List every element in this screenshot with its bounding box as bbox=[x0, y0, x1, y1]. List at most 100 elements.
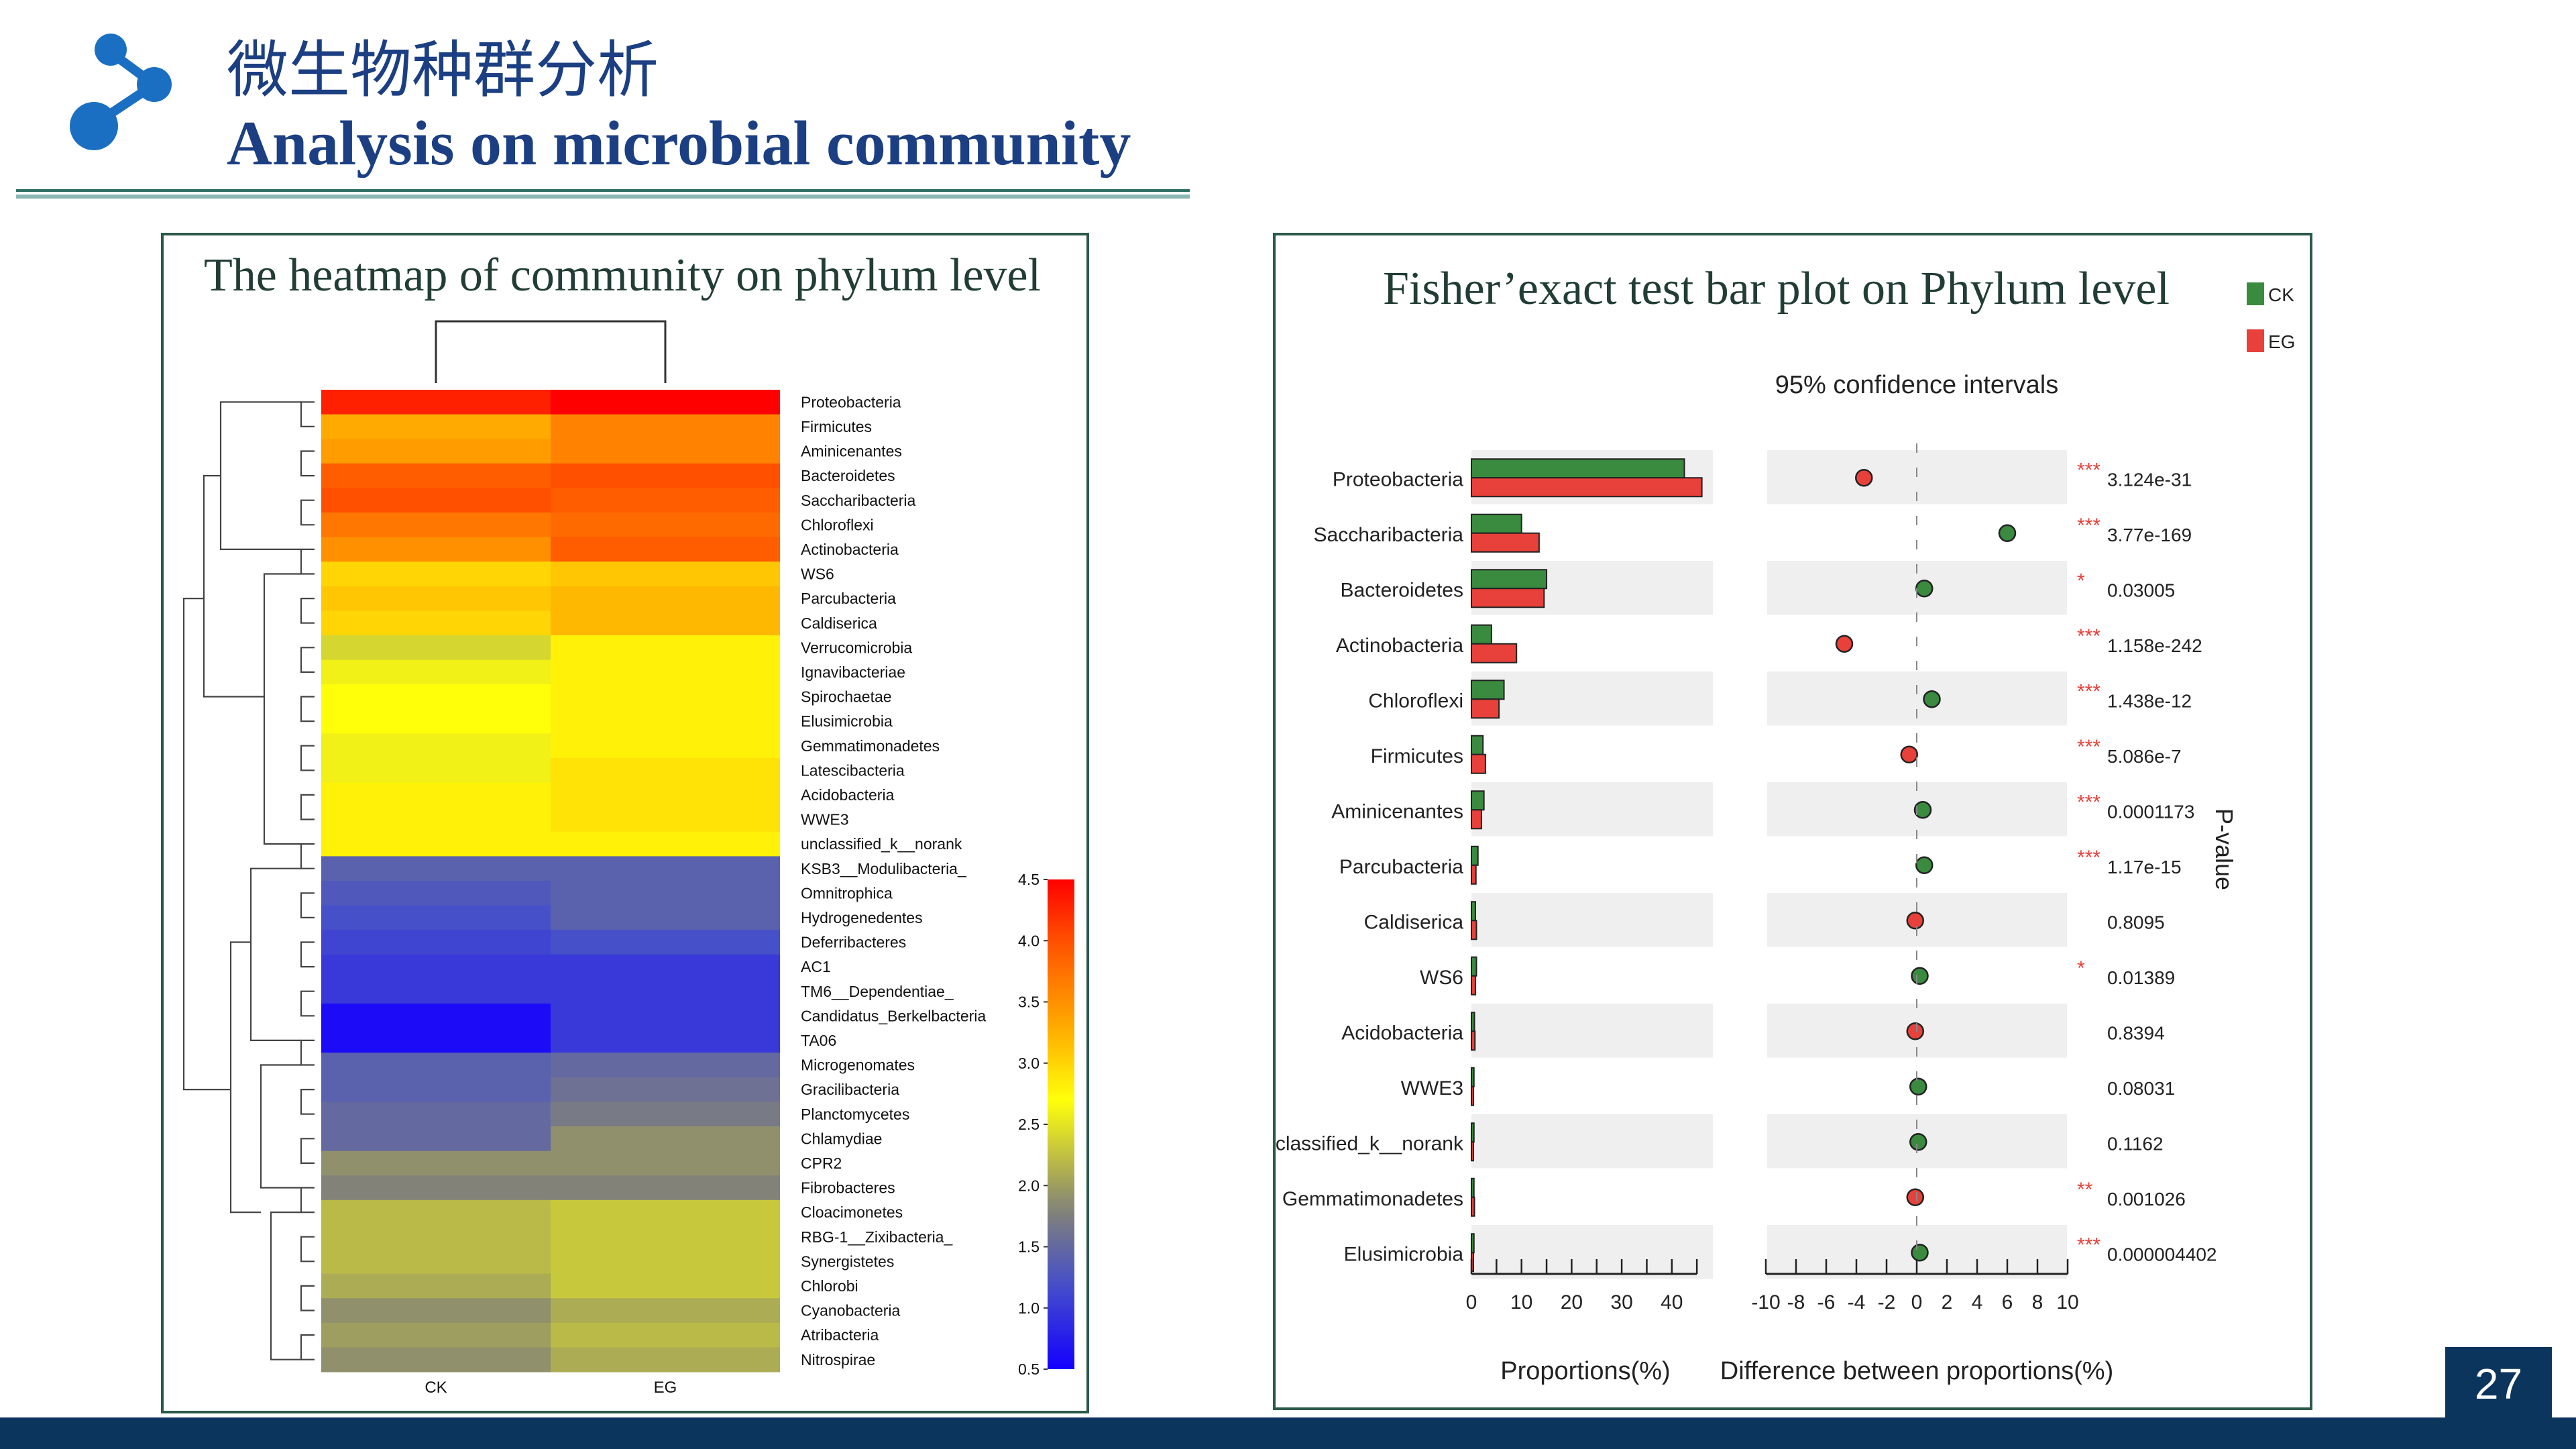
difference-point bbox=[1909, 1133, 1927, 1151]
heatmap-cell bbox=[551, 414, 780, 439]
heatmap-cell bbox=[321, 954, 551, 979]
significance-mark: *** bbox=[2077, 1234, 2101, 1256]
heatmap-row-label: Gracilibacteria bbox=[801, 1081, 899, 1098]
colorbar-tick-label: 2.5 bbox=[1018, 1116, 1040, 1133]
heatmap-cell bbox=[551, 561, 780, 587]
heatmap-cell bbox=[551, 758, 780, 784]
significance-mark: * bbox=[2077, 570, 2085, 592]
dendrogram-branch bbox=[300, 1138, 315, 1164]
bar-eg bbox=[1471, 1085, 1474, 1106]
heatmap-row-label: Synergistetes bbox=[801, 1252, 894, 1270]
heatmap-cell bbox=[551, 586, 780, 611]
dendrogram-branch bbox=[300, 450, 315, 477]
dendrogram-branch bbox=[300, 1089, 315, 1115]
bar-ck bbox=[1471, 1067, 1475, 1087]
bar-ck bbox=[1471, 458, 1685, 479]
share-nodes-icon bbox=[70, 34, 172, 150]
heatmap-cell bbox=[551, 1175, 780, 1201]
heatmap-cell bbox=[321, 610, 551, 636]
fisher-panel: Fisher’exact test bar plot on Phylum lev… bbox=[1273, 233, 2312, 1410]
heatmap-row-label: Nitrospirae bbox=[801, 1351, 875, 1368]
heatmap-cell bbox=[551, 881, 780, 906]
slide-title-english: Analysis on microbial community bbox=[227, 109, 1131, 178]
bar-ck bbox=[1471, 569, 1548, 590]
heatmap-cell bbox=[551, 1053, 780, 1078]
dendrogram-branch bbox=[300, 1334, 315, 1360]
dendrogram-branch bbox=[300, 499, 315, 526]
heatmap-cell bbox=[551, 1273, 780, 1299]
heatmap-row-label: KSB3__Modulibacteria_ bbox=[801, 860, 967, 877]
right-x-tick-label: -2 bbox=[1878, 1291, 1896, 1313]
category-label: unclassified_k__norank bbox=[1276, 1132, 1464, 1155]
p-value-label: 0.03005 bbox=[2107, 580, 2175, 600]
heatmap-row-label: CPR2 bbox=[801, 1155, 842, 1172]
category-label: Gemmatimonadetes bbox=[1282, 1188, 1463, 1210]
title-underline-shadow bbox=[16, 195, 1190, 199]
dendrogram-branch bbox=[229, 941, 261, 1214]
heatmap-cell bbox=[551, 1322, 780, 1348]
right-x-tick-label: 0 bbox=[1911, 1291, 1923, 1313]
heatmap-cell bbox=[321, 1199, 551, 1225]
bar-ck bbox=[1471, 1233, 1475, 1254]
bar-ck bbox=[1471, 680, 1505, 700]
colorbar-tick-label: 2.0 bbox=[1018, 1177, 1040, 1194]
difference-point bbox=[1906, 912, 1924, 930]
significance-mark: *** bbox=[2077, 791, 2101, 813]
heatmap-row-label: unclassified_k__norank bbox=[801, 835, 962, 853]
right-x-tick-label: -6 bbox=[1817, 1291, 1836, 1313]
heatmap-cell bbox=[321, 1273, 551, 1299]
heatmap-cell bbox=[551, 807, 780, 833]
heatmap-cell bbox=[321, 1224, 551, 1250]
heatmap-cell bbox=[321, 1322, 551, 1348]
legend-swatch bbox=[2247, 282, 2264, 305]
heatmap-cell bbox=[551, 1298, 780, 1324]
left-x-tick-label: 20 bbox=[1561, 1291, 1583, 1313]
heatmap-cell bbox=[551, 610, 780, 636]
bar-eg bbox=[1471, 643, 1518, 663]
heatmap-row-label: Gemmatimonadetes bbox=[801, 737, 940, 755]
bar-ck bbox=[1471, 956, 1477, 977]
column-dendrogram bbox=[435, 320, 667, 383]
right-x-tick-label: -10 bbox=[1751, 1291, 1780, 1313]
dendrogram-branch bbox=[270, 1212, 301, 1360]
dendrogram-branch bbox=[300, 892, 315, 918]
difference-point bbox=[1855, 469, 1873, 487]
heatmap-chart: Proteobacteria Firmicutes Aminicenantes Bac… bbox=[182, 320, 1074, 1397]
p-value-label: 3.124e-31 bbox=[2107, 469, 2192, 490]
heatmap-cell bbox=[551, 1199, 780, 1225]
dendrogram-branch bbox=[203, 475, 264, 698]
bar-ck bbox=[1471, 845, 1479, 866]
significance-mark: *** bbox=[2077, 515, 2101, 537]
category-label: WWE3 bbox=[1401, 1077, 1463, 1099]
difference-point bbox=[1923, 690, 1941, 708]
category-label: Elusimicrobia bbox=[1344, 1243, 1464, 1265]
heatmap-row-label: WS6 bbox=[801, 566, 834, 583]
heatmap-cell bbox=[321, 856, 551, 881]
heatmap-cell bbox=[551, 782, 780, 808]
significance-mark: ** bbox=[2077, 1179, 2093, 1201]
right-x-tick-label: -4 bbox=[1848, 1291, 1866, 1313]
p-value-label: 0.01389 bbox=[2107, 967, 2175, 988]
bar-ck bbox=[1471, 624, 1492, 645]
slide-title-chinese: 微生物种群分析 bbox=[227, 34, 659, 106]
heatmap-row-label: Acidobacteria bbox=[801, 786, 895, 804]
heatmap-row-label: Spirochaetae bbox=[801, 688, 892, 706]
heatmap-cell bbox=[551, 537, 780, 562]
p-value-label: 3.77e-169 bbox=[2107, 525, 2192, 545]
heatmap-cell bbox=[321, 1053, 551, 1078]
category-label: Firmicutes bbox=[1371, 745, 1463, 767]
left-x-tick-label: 10 bbox=[1510, 1291, 1532, 1313]
heatmap-row-label: Parcubacteria bbox=[801, 590, 896, 607]
heatmap-row-label: Fibrobacteres bbox=[801, 1179, 895, 1197]
heatmap-cell bbox=[321, 1150, 551, 1176]
significance-mark: *** bbox=[2077, 459, 2101, 481]
dendrogram-branch bbox=[300, 745, 315, 771]
right-x-axis-label: Difference between proportions(%) bbox=[1720, 1357, 2114, 1385]
bar-eg bbox=[1471, 532, 1540, 553]
heatmap-cell bbox=[321, 439, 551, 464]
p-value-label: 0.0001173 bbox=[2107, 801, 2194, 822]
heatmap-row-label: Proteobacteria bbox=[801, 393, 901, 411]
category-label: Chloroflexi bbox=[1368, 690, 1463, 712]
colorbar-tick-label: 1.0 bbox=[1018, 1299, 1040, 1317]
dendrogram-branch bbox=[300, 1285, 315, 1311]
